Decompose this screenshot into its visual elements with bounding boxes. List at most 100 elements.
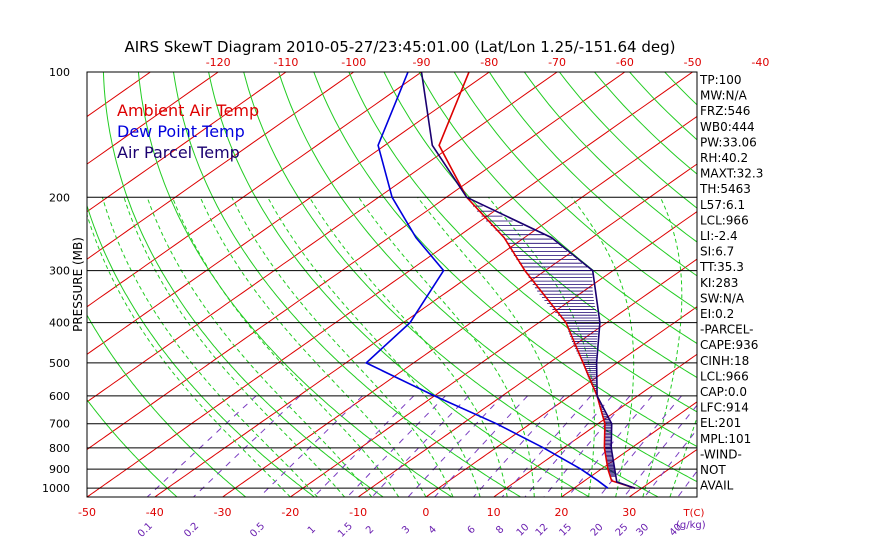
- mixing-ratio-tick-label: 0.1: [136, 521, 155, 540]
- moist-adiabat-line: [171, 197, 400, 497]
- mixing-ratio-tick-label: 0.5: [248, 521, 267, 540]
- dry-adiabat-line: [173, 72, 521, 497]
- mixing-ratio-line: [313, 395, 415, 497]
- index-item: LCL:966: [700, 369, 749, 383]
- top-temp-tick-label: -80: [480, 56, 498, 69]
- index-item: WB0:444: [700, 120, 755, 134]
- mixing-ratio-line: [623, 404, 697, 497]
- index-item: -PARCEL-: [700, 323, 754, 337]
- pressure-tick-label: 200: [49, 191, 70, 204]
- dry-adiabat-line: [243, 72, 659, 497]
- isotherm-line: [833, 72, 870, 497]
- index-item: FRZ:546: [700, 104, 750, 118]
- dry-adiabat-line: [313, 72, 697, 448]
- mixing-ratio-line: [371, 395, 470, 497]
- moist-adiabat-line: [146, 197, 373, 497]
- isotherm-line: [87, 72, 354, 260]
- dry-adiabat-line: [453, 72, 697, 311]
- dry-adiabat-line: [87, 203, 315, 497]
- mixing-ratio-line: [434, 395, 528, 497]
- dry-adiabat-line: [87, 314, 247, 497]
- y-axis-label: PRESSURE (MB): [71, 237, 85, 332]
- index-item: EI:0.2: [700, 307, 734, 321]
- dry-adiabat-line: [805, 72, 870, 497]
- mixing-ratio-line: [598, 395, 682, 497]
- isotherm-line: [87, 72, 490, 355]
- dry-adiabat-line: [348, 72, 697, 413]
- index-item: L57:6.1: [700, 198, 745, 212]
- dry-adiabat-line: [840, 72, 870, 497]
- plot-frame: [86, 71, 698, 498]
- mixing-ratio-tick-label: 30: [634, 522, 651, 539]
- isotherm-line: [0, 72, 15, 497]
- series-layer: [364, 72, 636, 489]
- mixing-ratio-tick-label: 25: [614, 522, 631, 539]
- top-temp-tick-label: -70: [548, 56, 566, 69]
- mixing-ratio-line: [644, 428, 697, 497]
- moist-adiabat-line: [231, 197, 454, 497]
- dry-adiabat-line: [278, 72, 697, 483]
- dewpoint-line: [364, 72, 609, 489]
- index-item: AVAIL: [700, 479, 734, 493]
- mixing-ratio-tick-label: 15: [557, 522, 574, 539]
- moist-adiabat-line: [571, 197, 635, 497]
- top-temp-tick-label: -60: [616, 56, 634, 69]
- bottom-temp-tick-label: -30: [214, 506, 232, 519]
- mixing-ratio-tick-label: 10: [515, 522, 532, 539]
- dry-adiabat-line: [664, 72, 697, 106]
- index-item: RH:40.2: [700, 151, 748, 165]
- pressure-tick-label: 900: [49, 463, 70, 476]
- dry-adiabat-line: [418, 72, 697, 345]
- dry-adiabat-line: [87, 398, 178, 497]
- mixing-ratio-line: [524, 395, 613, 497]
- pressure-tick-label: 1000: [42, 482, 70, 495]
- isotherm-line: [561, 401, 697, 497]
- isotherm-line: [765, 72, 870, 497]
- top-temp-tick-label: -110: [273, 56, 298, 69]
- moist-adiabat-line: [123, 197, 345, 497]
- isotherm-line: [493, 353, 697, 497]
- mixing-ratio-line: [346, 395, 446, 497]
- mixing-ratio-tick-label: 8: [494, 524, 506, 536]
- bottom-temp-tick-label: 20: [554, 506, 568, 519]
- dry-adiabat-line: [137, 72, 453, 497]
- mixing-ratio-line: [473, 395, 565, 497]
- bottom-temp-tick-label: -10: [349, 506, 367, 519]
- moist-adiabat-line: [101, 197, 318, 497]
- pressure-tick-label: 600: [49, 390, 70, 403]
- bottom-temp-tick-label: 10: [487, 506, 501, 519]
- index-item: MAXT:32.3: [700, 167, 763, 181]
- moist-adiabat-line: [199, 197, 427, 497]
- mixing-ratio-line: [501, 395, 592, 497]
- index-item: LI:-2.4: [700, 229, 738, 243]
- top-temp-tick-label: -90: [413, 56, 431, 69]
- mixing-ratio-line: [259, 395, 363, 497]
- index-item: LFC:914: [700, 401, 749, 415]
- legend-entry: Ambient Air Temp: [117, 101, 259, 120]
- moist-adiabat-line: [87, 213, 291, 497]
- top-temp-tick-label: -120: [206, 56, 231, 69]
- isotherm-line: [290, 211, 697, 497]
- moist-adiabat-line: [308, 197, 508, 497]
- pressure-tick-label: 400: [49, 317, 70, 330]
- isotherm-line: [87, 72, 626, 451]
- index-item: CAP:0.0: [700, 385, 747, 399]
- pressure-tick-label: 700: [49, 418, 70, 431]
- index-item: CINH:18: [700, 354, 749, 368]
- mixing-ratio-tick-label: 3: [400, 524, 412, 536]
- mixing-ratio-tick-label: 2: [364, 524, 376, 536]
- moist-adiabat-line: [417, 196, 563, 497]
- bottom-temp-tick-label: 0: [422, 506, 429, 519]
- pressure-tick-label: 800: [49, 442, 70, 455]
- mixing-ratio-tick-label: 12: [534, 522, 551, 539]
- legend-entry: Dew Point Temp: [117, 122, 245, 141]
- index-item: EL:201: [700, 416, 741, 430]
- mixing-ratio-tick-label: 20: [589, 522, 606, 539]
- index-item: KI:283: [700, 276, 738, 290]
- index-item: TT:35.3: [699, 260, 744, 274]
- pressure-tick-label: 500: [49, 357, 70, 370]
- parcel-temp-line: [420, 72, 636, 489]
- top-temp-tick-label: -100: [341, 56, 366, 69]
